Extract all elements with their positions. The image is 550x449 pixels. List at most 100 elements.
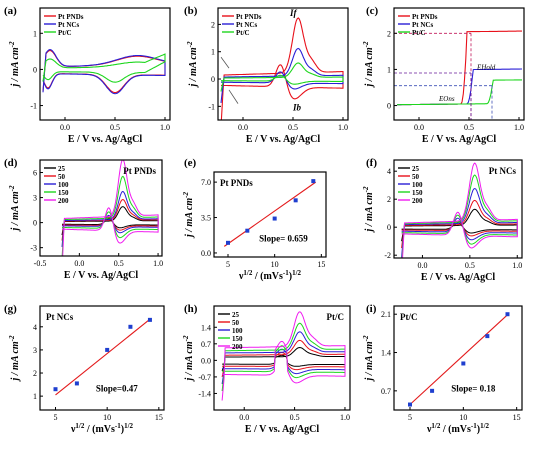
fit-line [409, 313, 509, 405]
x-axis-label: ν1/2 / (mVs-1)1/2 [70, 422, 134, 435]
y-tick-label: 0 [387, 102, 391, 111]
axes-frame [393, 159, 523, 259]
y-tick-label: -1 [208, 102, 215, 111]
panel-title: Pt PNDs [123, 166, 156, 176]
y-tick-label: 2 [387, 29, 391, 38]
y-tick-label: 0 [33, 65, 37, 74]
legend-entry: Pt/C [412, 29, 426, 37]
x-tick-label: 10 [271, 260, 279, 269]
series-line-3 [397, 79, 522, 106]
plot-area [394, 30, 522, 120]
panel-label: (f) [366, 157, 377, 169]
y-tick-label: 2 [387, 195, 391, 204]
data-point [245, 228, 250, 233]
panel-a: (a) 0.0 0.5 1.0 -1 0 1 E / V vs. Ag/AgCl j / mA … [4, 5, 171, 145]
series-line-2 [42, 49, 166, 95]
x-tick-label: 15 [513, 413, 521, 422]
x-tick-label: 0.5 [288, 123, 298, 132]
legend-entry: 50 [232, 319, 240, 327]
x-axis-label: E / V vs. Ag/AgCl [245, 424, 320, 435]
legend-entry: Pt NCs [412, 21, 433, 29]
y-tick-label: 2 [211, 20, 215, 29]
panel-label: (e) [184, 157, 197, 169]
y-tick-label: 1 [33, 29, 37, 38]
data-point [147, 317, 152, 322]
legend-entry: Pt PNDs [412, 13, 438, 21]
y-tick-label: 1 [387, 65, 391, 74]
panel-e: (e) 5 10 15 0.0 3.5 7.0 ν1/2 / (mVs-1)1/2 j / mA… [182, 157, 327, 282]
series-line-3 [42, 53, 166, 83]
y-tick-label: 1.4 [381, 349, 391, 358]
legend-entry: 100 [232, 327, 243, 335]
series-line-200 [401, 162, 518, 258]
fit-line [55, 318, 151, 396]
panel-label: (a) [4, 5, 17, 17]
data-point [311, 179, 316, 184]
plot-area [401, 162, 518, 258]
x-tick-label: 1.0 [340, 413, 350, 422]
data-point [293, 198, 298, 203]
panel-title: Pt NCs [46, 312, 74, 322]
x-axis-label: ν1/2 / (mVs-1)1/2 [238, 269, 302, 282]
series-line-200 [221, 311, 346, 401]
y-tick-label: 6 [33, 169, 37, 178]
arrow [228, 89, 239, 104]
axes-frame [213, 305, 351, 411]
plot-area [408, 312, 510, 407]
y-tick-label: 4 [387, 167, 391, 176]
x-tick-label: 0.5 [465, 261, 475, 270]
y-axis-label: j / mA cm-2 [182, 335, 195, 383]
data-point [74, 381, 79, 386]
y-tick-label: 1 [211, 48, 215, 57]
y-tick-label: 0.7 [201, 340, 211, 349]
plot-area [61, 160, 159, 256]
panel-label: (d) [4, 157, 18, 169]
series-line-2 [397, 68, 522, 106]
fit-line [223, 181, 317, 247]
panel-title: Pt NCs [489, 166, 517, 176]
panel-h: (h) 0.0 0.5 1.0 -1.4 -0.7 0.0 0.7 1.4 E / V vs. A… [182, 303, 351, 435]
plot-area [223, 179, 317, 247]
data-point [430, 388, 435, 393]
legend-entry: 25 [58, 165, 66, 173]
panel-title: Pt PNDs [220, 178, 253, 188]
x-tick-label: 0.5 [464, 123, 474, 132]
y-tick-label: 1.4 [201, 323, 211, 332]
axes-frame [39, 305, 165, 411]
x-axis-label: ν1/2 / (mVs-1)1/2 [426, 422, 490, 435]
y-axis-label: j / mA cm-2 [362, 335, 375, 383]
annotation-eons: EOns [438, 95, 455, 103]
data-point [105, 347, 110, 352]
axes-frame [39, 159, 163, 257]
x-axis-label: E / V vs. Ag/AgCl [422, 134, 497, 145]
y-axis-label: j / mA cm-2 [362, 186, 375, 234]
y-tick-label: 4 [33, 323, 37, 332]
x-tick-label: 0.5 [114, 259, 124, 268]
x-tick-label: 5 [408, 413, 412, 422]
x-tick-label: 5 [54, 413, 58, 422]
legend-entry: Pt NCs [236, 21, 257, 29]
legend-entry: 25 [412, 165, 420, 173]
x-tick-label: 5 [226, 260, 230, 269]
data-point [408, 402, 412, 407]
y-tick-label: -1 [30, 102, 37, 111]
axes-frame [217, 7, 349, 121]
y-axis-label: j / mA cm-2 [8, 41, 21, 89]
x-axis-label: E / V vs. Ag/AgCl [246, 134, 321, 145]
panel-label: (h) [184, 303, 198, 315]
y-tick-label: 0 [211, 75, 215, 84]
legend-entry: 150 [58, 189, 69, 197]
x-tick-label: 0.5 [290, 413, 300, 422]
y-tick-label: 3.5 [201, 214, 211, 223]
y-tick-label: 3 [33, 194, 37, 203]
data-point [461, 361, 466, 366]
series-line-200 [62, 160, 159, 256]
x-axis-label: E / V vs. Ag/AgCl [64, 270, 139, 281]
y-axis-label: j / mA cm-2 [8, 185, 21, 233]
y-tick-label: 0.0 [201, 356, 211, 365]
data-point [485, 334, 490, 339]
axes-frame [213, 171, 327, 258]
